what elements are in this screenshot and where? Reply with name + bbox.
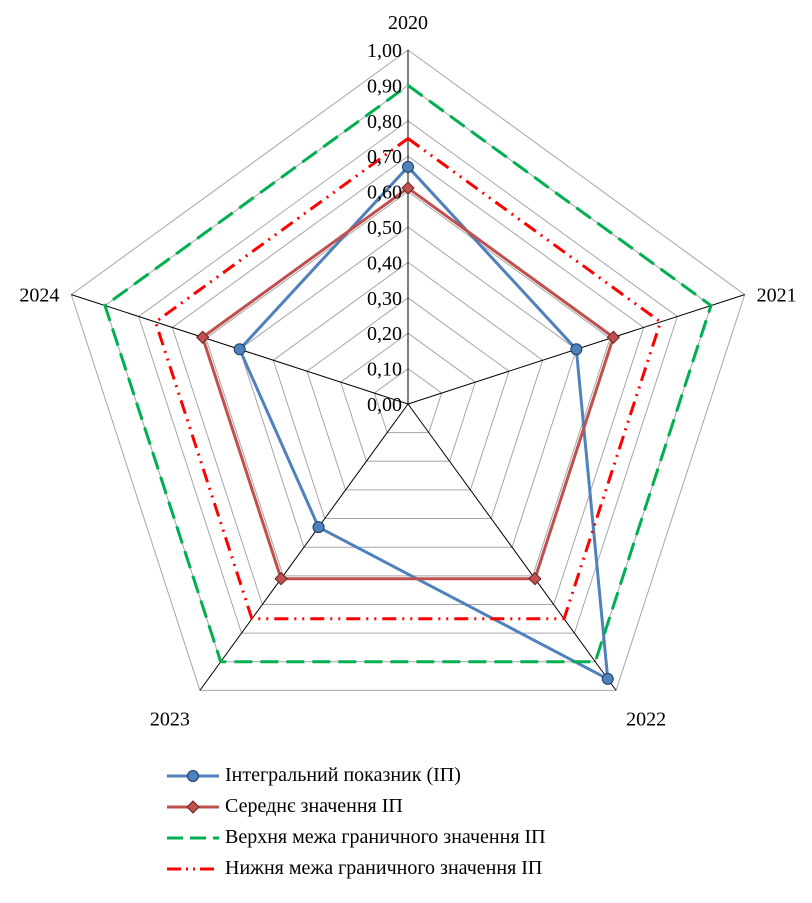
grid-ring-6 [205,190,611,577]
category-labels: 2020 2021 2022 2023 2024 [19,12,796,730]
series-0-point-2021 [570,343,583,356]
series-1-point-2021 [606,330,621,344]
legend-item-upper-limit: Верхня межа граничного значення ІП [165,822,785,853]
grid-ring-2 [340,332,476,462]
series-line-0 [238,165,610,681]
series-0-point-2023 [312,521,325,534]
grid-ring-8 [138,120,678,634]
series-line-3 [153,137,663,621]
grid-ring-7 [171,155,645,605]
tick-label-8: 0,80 [367,111,402,133]
tick-label-6: 0,60 [367,182,402,204]
category-label-2020: 2020 [388,12,428,34]
tick-label-2: 0,20 [367,323,402,345]
series-0-point-2024 [233,343,246,356]
tick-label-0: 0,00 [367,394,402,416]
series-0-point-2020 [402,160,414,173]
legend-item-lower-limit: Нижня межа граничного значення ІП [165,853,785,884]
grid-ring-4 [272,261,544,520]
grid-ring-3 [306,297,510,491]
series-1-point-2024 [195,330,210,344]
legend-label-lower-limit: Нижня межа граничного значення ІП [225,857,543,879]
category-label-2021: 2021 [757,285,797,307]
series-1-point-2023 [274,571,288,586]
series-line-2 [103,83,713,664]
legend-label-integral: Інтегральний показник (ІП) [225,764,461,786]
radar-series [103,83,713,685]
category-label-2023: 2023 [150,708,190,730]
series-1-point-2020 [401,181,415,195]
legend-swatch-upper-limit [167,836,219,839]
legend-label-upper-limit: Верхня межа граничного значення ІП [225,826,546,848]
radar-chart: 0,00 0,10 0,20 0,30 0,40 0,50 0,60 0,70 0,80 0,90… [19,12,796,730]
tick-label-10: 1,00 [367,40,402,62]
series-0-point-2022 [601,672,614,685]
tick-label-1: 0,10 [367,359,402,381]
legend-swatch-integral [167,769,219,782]
category-label-2024: 2024 [19,285,59,307]
legend-swatch-lower-limit [167,867,219,870]
tick-label-9: 0,90 [367,75,402,97]
radial-tick-labels: 0,00 0,10 0,20 0,30 0,40 0,50 0,60 0,70 0,80 0,90… [367,40,402,416]
tick-label-7: 0,70 [367,146,402,168]
axis-spoke-2022 [407,403,617,691]
legend-item-average: Середнє значення ІП [165,791,785,822]
tick-label-4: 0,40 [367,252,402,274]
axis-spoke-2023 [199,403,409,691]
legend-swatch-average [167,799,219,814]
legend-label-average: Середнє значення ІП [225,795,403,817]
series-line-1 [201,186,615,581]
legend: Інтегральний показник (ІП) Середнє значе… [165,760,785,884]
tick-label-3: 0,30 [367,288,402,310]
series-1-point-2022 [528,571,542,586]
tick-label-5: 0,50 [367,217,402,239]
legend-item-integral: Інтегральний показник (ІП) [165,760,785,791]
grid-ring-5 [239,226,577,548]
radar-axes [71,50,745,691]
grid-ring-10 [70,49,746,691]
category-label-2022: 2022 [626,708,666,730]
grid-ring-1 [373,367,443,434]
